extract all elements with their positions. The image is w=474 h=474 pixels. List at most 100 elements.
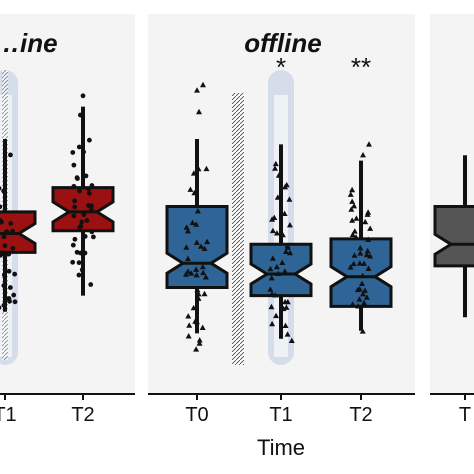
data-point-T2 — [353, 234, 360, 240]
data-point-T1 — [282, 183, 289, 190]
data-point-T2 — [81, 212, 87, 218]
data-point-T2 — [357, 250, 364, 256]
data-point-T0 — [195, 165, 202, 172]
data-point-T1 — [269, 216, 276, 222]
panel-2-title: offline — [244, 28, 322, 58]
data-point-T2 — [351, 202, 358, 209]
data-point-T0 — [186, 322, 193, 328]
data-point-T2 — [71, 213, 77, 219]
data-point-T2 — [77, 225, 82, 230]
data-point-T2 — [347, 191, 354, 197]
tick-label-T: T — [459, 404, 471, 426]
data-point-T0 — [184, 228, 191, 234]
data-point-T1 — [269, 320, 276, 327]
data-point-T0 — [183, 244, 190, 250]
data-point-T1 — [282, 248, 289, 255]
data-point-T2 — [351, 252, 358, 258]
data-point-T2 — [363, 251, 370, 258]
data-point-T2 — [82, 233, 88, 239]
data-point-T0 — [196, 340, 203, 346]
data-point-T2 — [91, 234, 96, 240]
data-point-T0 — [189, 219, 196, 226]
data-point-T2 — [364, 247, 371, 254]
data-point-T2 — [86, 203, 91, 208]
data-point-T0 — [183, 271, 190, 277]
data-point-T2 — [361, 287, 368, 293]
x-axis-label: Time — [257, 435, 305, 460]
data-point-T2 — [71, 162, 77, 168]
data-point-T1 — [284, 298, 291, 305]
data-point-T2 — [70, 242, 76, 248]
data-point-T1 — [281, 268, 288, 274]
box-T — [433, 205, 474, 268]
data-point-T2 — [84, 218, 90, 223]
chart-text: …ine offline * ** Time T1 T2 T0 T1 T2 T — [0, 28, 471, 460]
data-point-T1 — [279, 259, 286, 265]
box-T1 — [249, 242, 313, 298]
data-point-T0 — [193, 239, 200, 245]
data-point-T1 — [269, 227, 276, 234]
outlier-point — [196, 108, 202, 115]
data-point-T1 — [8, 152, 13, 158]
data-point-T1 — [280, 305, 287, 312]
data-point-T0 — [202, 274, 209, 280]
data-point-T2 — [86, 186, 91, 192]
data-point-T1 — [282, 322, 289, 329]
tick-label-T1: T1 — [269, 404, 292, 426]
data-point-T0 — [201, 290, 208, 297]
data-point-T2 — [82, 250, 88, 256]
data-point-T1 — [279, 231, 286, 238]
box-T2 — [329, 237, 393, 308]
data-point-T1 — [0, 186, 2, 191]
data-point-T1 — [274, 194, 281, 200]
data-point-T1 — [2, 243, 8, 249]
data-point-T2 — [360, 291, 367, 297]
data-point-T0 — [196, 337, 203, 343]
data-point-T0 — [201, 245, 208, 251]
data-point-T2 — [362, 218, 369, 225]
data-point-T2 — [72, 198, 78, 204]
data-point-T0 — [185, 313, 192, 319]
data-point-T2 — [349, 186, 356, 193]
data-point-T1 — [7, 285, 13, 290]
data-point-T2 — [72, 236, 78, 242]
data-point-T0 — [190, 170, 197, 176]
data-point-T2 — [367, 253, 374, 259]
data-point-T2 — [356, 260, 363, 266]
data-point-T1 — [273, 312, 280, 319]
data-point-T2 — [365, 236, 372, 242]
data-point-T2 — [72, 204, 78, 210]
data-point-T2 — [365, 265, 372, 271]
data-point-T1 — [6, 251, 12, 257]
data-point-T2 — [86, 190, 92, 196]
data-point-T2 — [358, 280, 365, 286]
data-point-T0 — [197, 243, 204, 249]
data-point-T2 — [359, 272, 366, 279]
data-point-T1 — [268, 303, 275, 310]
data-point-T2 — [361, 299, 368, 306]
data-point-T0 — [192, 318, 199, 324]
data-point-T1 — [286, 196, 293, 202]
outlier-point — [194, 87, 200, 93]
data-point-T1 — [269, 255, 276, 261]
data-point-T2 — [89, 229, 95, 235]
data-point-T2 — [367, 225, 374, 231]
data-point-T2 — [83, 173, 89, 179]
chart-marks — [0, 81, 474, 400]
data-point-T1 — [0, 204, 3, 210]
tick-label-T1: T1 — [0, 404, 17, 426]
data-point-T1 — [268, 274, 275, 281]
data-point-T2 — [70, 259, 76, 265]
data-point-T2 — [75, 176, 80, 181]
data-point-T2 — [349, 231, 356, 238]
data-point-T2 — [79, 267, 85, 273]
significance-t2: ** — [351, 52, 371, 82]
data-point-T2 — [71, 183, 77, 189]
data-point-T2 — [78, 112, 83, 118]
data-point-T1 — [1, 188, 7, 194]
data-point-T1 — [273, 263, 280, 270]
data-point-T0 — [195, 291, 202, 297]
data-point-T2 — [365, 209, 372, 215]
data-point-T1 — [284, 331, 291, 337]
box-T2 — [51, 186, 115, 233]
